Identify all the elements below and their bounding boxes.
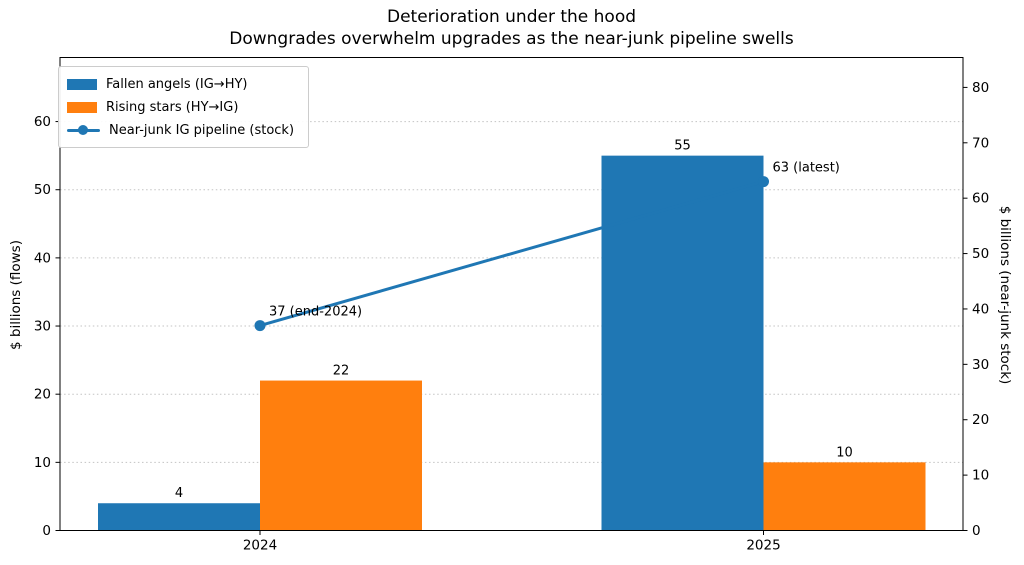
legend-item-rising-stars: Rising stars (HY→IG) — [67, 97, 294, 117]
right-axis-tick-label: 10 — [972, 468, 989, 484]
legend: Fallen angels (IG→HY) Rising stars (HY→I… — [58, 66, 310, 148]
right-axis-tick-label: 60 — [972, 191, 989, 207]
right-axis-tick-label: 80 — [972, 80, 989, 96]
left-axis-tick-label: 30 — [34, 319, 51, 335]
left-axis-tick-label: 10 — [34, 455, 51, 471]
chart-subtitle: Downgrades overwhelm upgrades as the nea… — [229, 29, 794, 49]
right-axis-tick-label: 70 — [972, 135, 989, 151]
right-axis-tick-label: 50 — [972, 246, 989, 262]
x-axis-tick-label: 2025 — [746, 538, 780, 554]
left-axis-tick-label: 20 — [34, 387, 51, 403]
bar-fallen-angels-2025 — [601, 155, 764, 531]
legend-swatch-fallen-angels-icon — [67, 78, 97, 90]
legend-item-pipeline: Near-junk IG pipeline (stock) — [67, 120, 294, 140]
pipeline-marker — [254, 320, 266, 332]
left-axis-tick-label: 40 — [34, 250, 51, 266]
legend-label-fallen-angels: Fallen angels (IG→HY) — [106, 76, 248, 92]
left-axis-tick-label: 0 — [42, 523, 51, 539]
right-axis-tick-label: 0 — [972, 523, 981, 539]
bar-rising-stars-2025 — [763, 462, 926, 531]
bar-rising-stars-2024 — [260, 380, 422, 531]
bar-value-label: 10 — [836, 445, 853, 460]
bar-value-label: 55 — [674, 139, 691, 154]
pipeline-annotation: 37 (end-2024) — [269, 305, 362, 320]
right-axis-tick-label: 20 — [972, 412, 989, 428]
chart-title: Deterioration under the hood — [386, 7, 637, 27]
pipeline-marker — [758, 176, 769, 188]
x-axis-tick-label: 2024 — [243, 538, 277, 554]
left-axis-tick-label: 50 — [34, 182, 51, 198]
right-axis-tick-label: 30 — [972, 357, 989, 373]
plot-border — [59, 57, 964, 531]
bar-value-label: 4 — [175, 486, 183, 501]
legend-line-marker-icon — [67, 124, 100, 136]
legend-swatch-rising-stars-icon — [67, 101, 97, 113]
right-axis-tick-label: 40 — [972, 301, 989, 317]
bar-fallen-angels-2024 — [98, 503, 260, 531]
legend-label-pipeline: Near-junk IG pipeline (stock) — [109, 122, 295, 138]
title-block: Deterioration under the hood Downgrades … — [60, 6, 963, 50]
pipeline-line — [259, 180, 764, 328]
bar-value-label: 22 — [333, 364, 350, 379]
left-axis-tick-label: 60 — [34, 114, 51, 130]
legend-label-rising-stars: Rising stars (HY→IG) — [106, 99, 239, 115]
legend-item-fallen-angels: Fallen angels (IG→HY) — [67, 74, 294, 94]
pipeline-annotation: 63 (latest) — [773, 161, 840, 176]
